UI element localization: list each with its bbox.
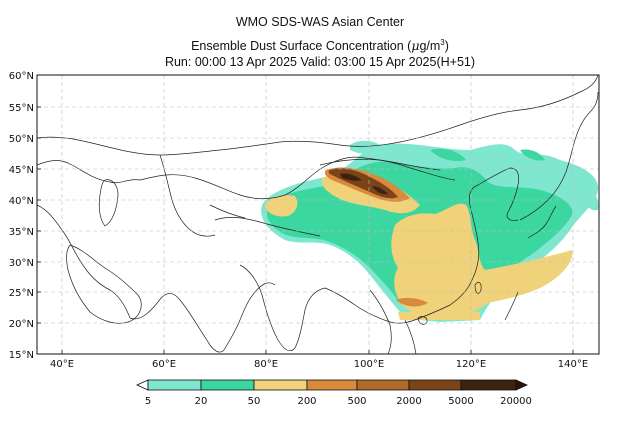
lon-label-40: 40°E	[50, 359, 74, 370]
map-border	[36, 74, 600, 355]
latitude-labels: 60°N 55°N 50°N 45°N 40°N 35°N 30°N 25°N …	[9, 71, 34, 361]
tick-marks	[37, 74, 574, 355]
lat-label-30: 30°N	[9, 258, 34, 269]
lat-label-55: 55°N	[9, 103, 34, 114]
colorbar-labels: 5 20 50 200 500 2000 5000 20000	[145, 396, 532, 407]
colorbar-label-50: 50	[248, 396, 261, 407]
unit-exponent: 3	[440, 38, 445, 47]
lon-label-140: 140°E	[558, 359, 588, 370]
lon-label-60: 60°E	[152, 359, 176, 370]
colorbar-arrow-left	[136, 379, 149, 391]
unit-mu: μ	[411, 38, 420, 54]
lat-label-45: 45°N	[9, 165, 34, 176]
lat-label-50: 50°N	[9, 134, 34, 145]
colorbar-label-5000: 5000	[448, 396, 473, 407]
colorbar-bin-3	[253, 379, 308, 391]
colorbar-bin-6	[408, 379, 462, 391]
lat-label-35: 35°N	[9, 227, 34, 238]
lat-label-25: 25°N	[9, 288, 34, 299]
colorbar	[136, 379, 528, 391]
colorbar-label-5: 5	[145, 396, 151, 407]
colorbar-label-2000: 2000	[396, 396, 421, 407]
coastlines-and-borders	[37, 75, 599, 354]
lon-label-100: 100°E	[354, 359, 384, 370]
dust-level-3	[265, 172, 573, 320]
colorbar-bin-2	[200, 379, 255, 391]
title-line-3: Run: 00:00 13 Apr 2025 Valid: 03:00 15 A…	[164, 55, 476, 69]
colorbar-label-200: 200	[297, 396, 316, 407]
lon-label-120: 120°E	[456, 359, 486, 370]
lat-label-20: 20°N	[9, 319, 34, 330]
colorbar-bin-7	[460, 379, 517, 391]
longitude-labels: 40°E 60°E 80°E 100°E 120°E 140°E	[50, 359, 588, 370]
lat-label-60: 60°N	[9, 71, 34, 82]
lat-label-40: 40°N	[9, 196, 34, 207]
unit-rest: g/m	[419, 39, 441, 54]
colorbar-label-20: 20	[195, 396, 208, 407]
colorbar-bin-4	[306, 379, 358, 391]
title-line-1: WMO SDS-WAS Asian Center	[235, 15, 405, 29]
colorbar-bin-1	[147, 379, 202, 391]
dust-level-6	[340, 173, 388, 195]
lat-label-15: 15°N	[9, 350, 34, 361]
colorbar-bin-5	[356, 379, 410, 391]
title-line-2: Ensemble Dust Surface Concentration (μg/…	[0, 35, 640, 54]
graticule	[37, 75, 599, 354]
title-line-2-close: )	[444, 39, 449, 54]
colorbar-arrow-right	[515, 379, 528, 391]
lon-label-80: 80°E	[254, 359, 278, 370]
colorbar-label-20000: 20000	[500, 396, 532, 407]
colorbar-label-500: 500	[347, 396, 366, 407]
title-line-2-text: Ensemble Dust Surface Concentration (	[191, 39, 412, 54]
